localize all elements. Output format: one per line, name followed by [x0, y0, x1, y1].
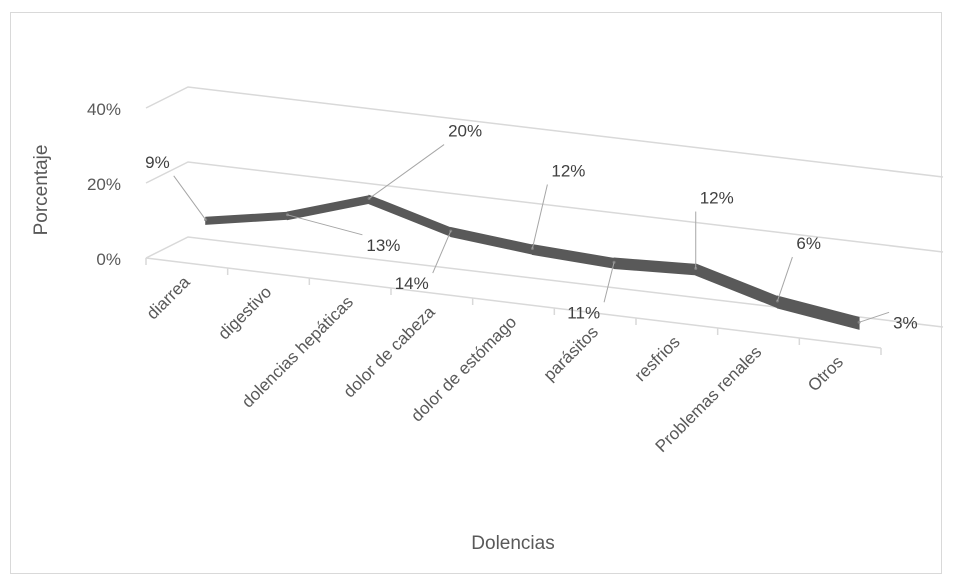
gridline-0	[145, 236, 944, 328]
leader-line	[287, 214, 363, 236]
data-label: 3%	[893, 313, 918, 332]
data-label: 6%	[796, 234, 821, 253]
x-tick-label: diarrea	[143, 272, 194, 323]
leader-line	[173, 175, 207, 221]
line-segment	[776, 295, 860, 330]
data-label: 12%	[700, 189, 734, 208]
line-segment	[205, 211, 288, 225]
x-axis-line	[145, 257, 882, 349]
leader-line	[858, 311, 890, 323]
data-label: 12%	[551, 162, 585, 181]
leader-line	[531, 184, 548, 249]
leader-line	[368, 144, 445, 199]
leader-line	[776, 256, 793, 302]
gridlines	[145, 86, 944, 328]
y-axis: 0% 20% 40%	[87, 100, 121, 269]
line-segment	[695, 263, 778, 309]
y-tick-label: 40%	[87, 100, 121, 119]
x-tick-label: resfrios	[631, 332, 684, 385]
line-series	[204, 194, 861, 330]
x-tick-label: digestivo	[214, 282, 275, 343]
leader-line	[603, 262, 615, 303]
gridline-40	[145, 86, 944, 178]
x-tick-label: Otros	[804, 352, 847, 395]
line-segment	[368, 194, 452, 237]
line-segment	[286, 195, 370, 221]
data-label: 13%	[366, 236, 400, 255]
leader-line	[432, 230, 452, 274]
x-axis	[145, 257, 882, 355]
data-label: 20%	[448, 122, 482, 141]
data-label: 9%	[145, 153, 170, 172]
line-segment	[450, 226, 533, 255]
chart-frame	[10, 12, 942, 574]
gridline-20	[145, 161, 944, 253]
y-tick-label: 0%	[96, 250, 121, 269]
y-tick-label: 20%	[87, 175, 121, 194]
x-tick-label: dolor de cabeza	[340, 302, 439, 401]
data-label: 11%	[567, 303, 600, 322]
y-axis-title: Porcentaje	[31, 145, 52, 236]
line-segment	[613, 257, 697, 276]
x-tick-label: parásitos	[540, 322, 602, 384]
x-axis-title: Dolencias	[471, 533, 554, 554]
data-label: 14%	[395, 274, 429, 293]
line-segment	[531, 244, 615, 269]
data-labels: 9% 13% 20% 14% 12% 11% 12% 6% 3%	[145, 122, 917, 333]
